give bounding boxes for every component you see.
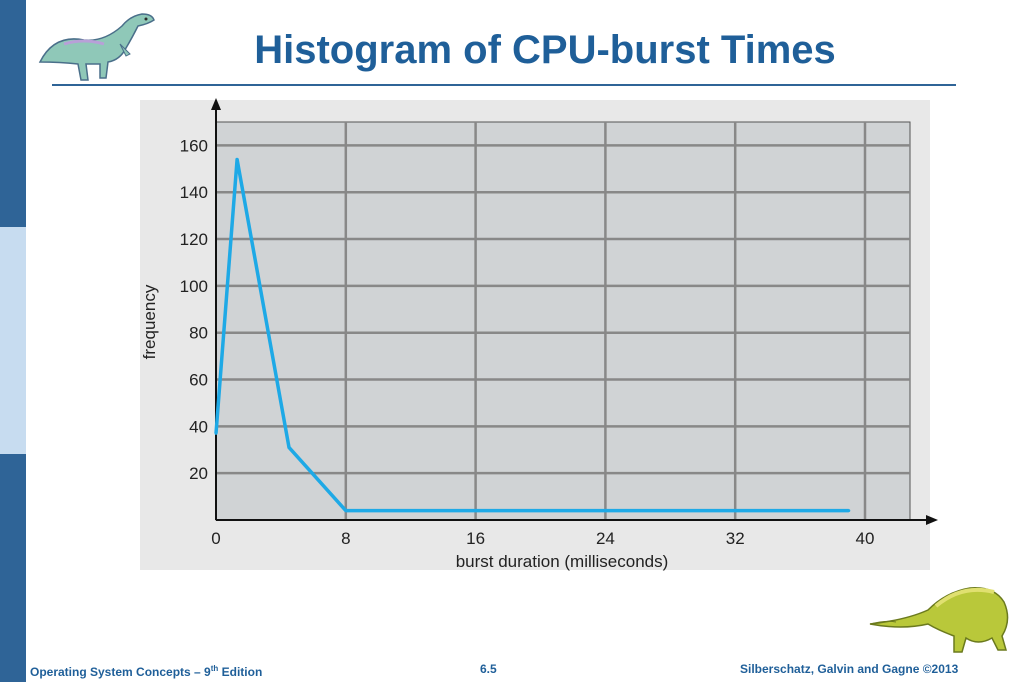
y-tick-label: 60 (189, 371, 208, 390)
series-point (847, 509, 851, 513)
series-point (344, 509, 348, 513)
y-tick-label: 140 (180, 183, 208, 202)
x-axis-arrow (926, 515, 938, 525)
chart-canvas: 20 40 60 80 100 120 140 160 0 8 16 24 32 40 burst dur… (140, 98, 938, 571)
x-tick-label: 0 (211, 529, 220, 548)
footer-authors: Silberschatz, Galvin and Gagne ©2013 (740, 662, 959, 676)
plot-area (215, 121, 911, 521)
y-tick-label: 80 (189, 324, 208, 343)
histogram-chart: 20 40 60 80 100 120 140 160 0 8 16 24 32 40 burst dur… (130, 90, 950, 580)
sidebar-middle-band (0, 227, 26, 454)
y-tick-label: 100 (180, 277, 208, 296)
footer-page-number: 6.5 (480, 662, 497, 676)
dinosaur-icon (866, 580, 1016, 655)
sidebar-top-band (0, 0, 26, 227)
series-point (235, 157, 239, 161)
x-tick-label: 32 (726, 529, 745, 548)
y-tick-label: 40 (189, 417, 208, 436)
footer-book-sup: th (210, 664, 219, 673)
y-tick-label: 120 (180, 230, 208, 249)
slide-title: Histogram of CPU-burst Times (254, 28, 836, 72)
x-axis-label: burst duration (milliseconds) (456, 552, 669, 571)
x-tick-label: 8 (341, 529, 350, 548)
sidebar-bottom-band (0, 454, 26, 682)
y-tick-label: 20 (189, 464, 208, 483)
x-tick-label: 40 (856, 529, 875, 548)
y-axis-label: frequency (140, 284, 159, 359)
footer-book-end: Edition (218, 665, 263, 679)
series-point (214, 431, 218, 435)
x-tick-label: 24 (596, 529, 615, 548)
title-divider (52, 84, 956, 86)
y-axis-arrow (211, 98, 221, 110)
footer-book-main: Operating System Concepts – 9 (30, 665, 211, 679)
dinosaur-icon (34, 4, 164, 84)
footer-book-title: Operating System Concepts – 9th Edition (30, 664, 262, 679)
x-tick-label: 16 (466, 529, 485, 548)
y-tick-label: 160 (180, 136, 208, 155)
series-point (287, 445, 291, 449)
sidebar-decoration (0, 0, 26, 682)
